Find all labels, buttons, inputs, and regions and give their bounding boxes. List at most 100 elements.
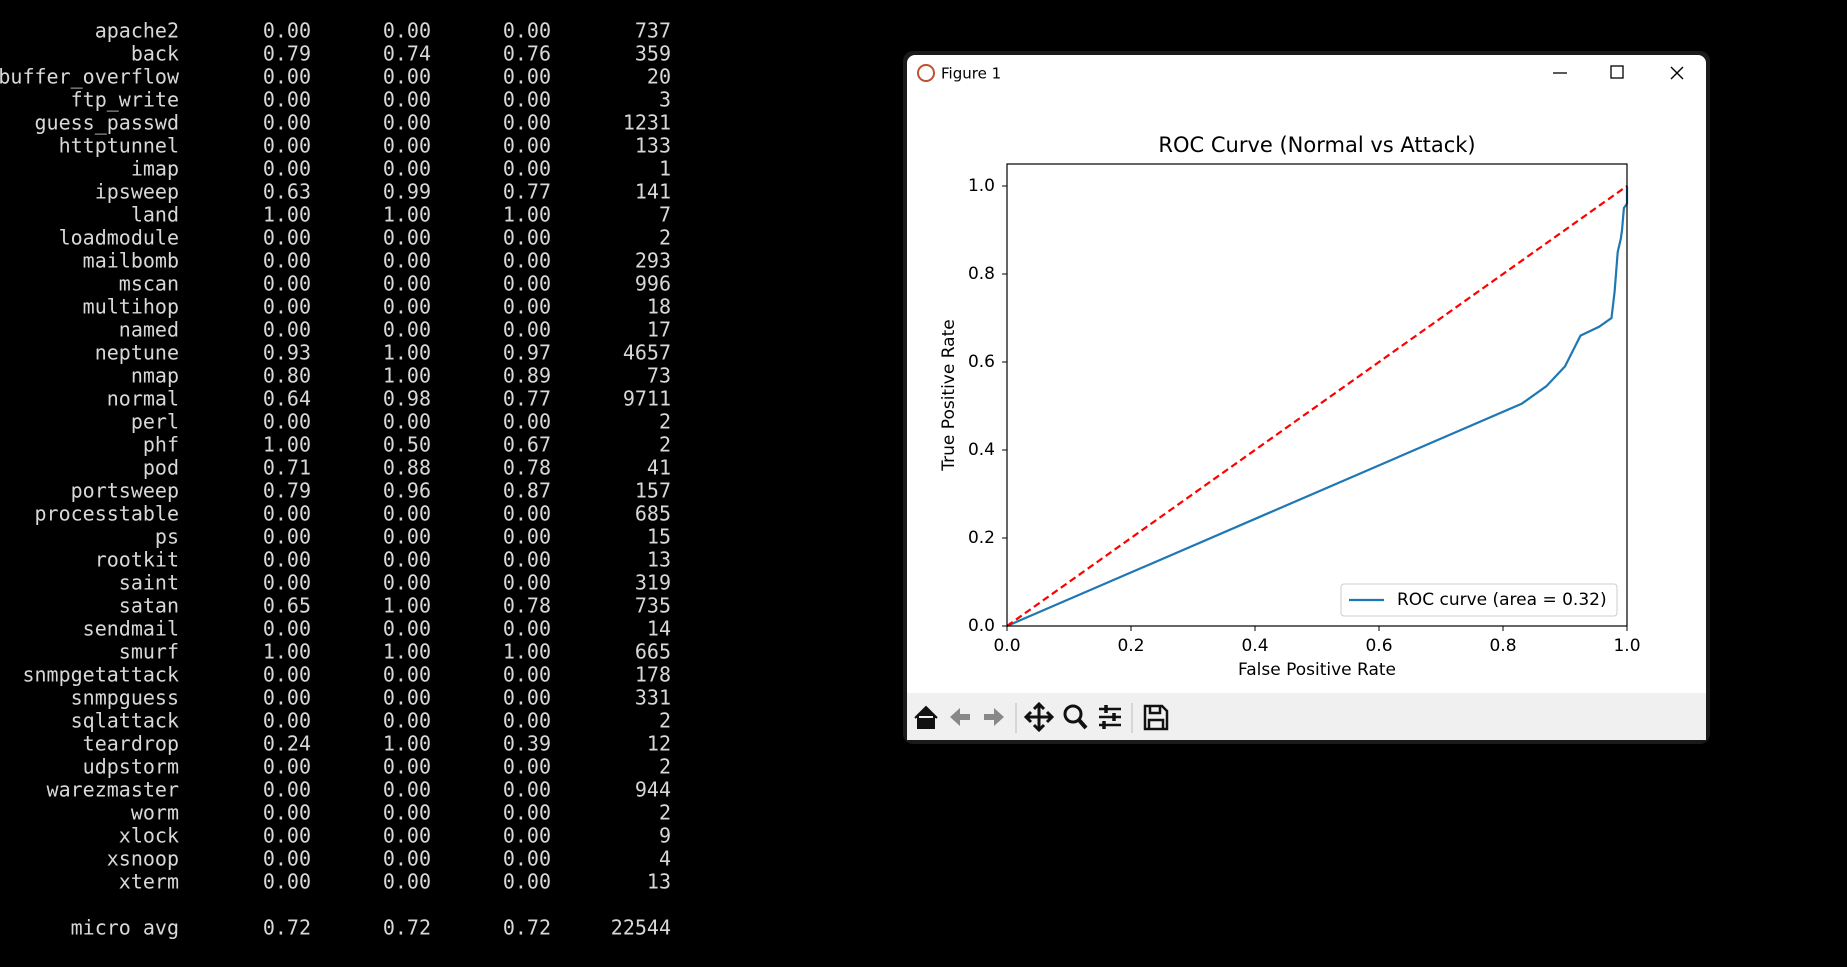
- save-button[interactable]: [1143, 704, 1169, 731]
- report-cell: 331: [635, 685, 671, 709]
- report-cell: 293: [635, 248, 671, 272]
- report-cell: 0.00: [263, 708, 311, 732]
- report-cell: 0.00: [503, 685, 551, 709]
- report-cell: 0.00: [383, 524, 431, 548]
- report-cell: 0.00: [383, 547, 431, 571]
- report-label: ftp_write: [71, 87, 179, 111]
- report-cell: 0.00: [503, 294, 551, 318]
- report-cell: 0.00: [503, 754, 551, 778]
- report-label: multihop: [83, 294, 179, 318]
- report-cell: 0.64: [263, 386, 311, 410]
- x-tick-label: 0.4: [1241, 636, 1268, 656]
- report-cell: 0.00: [503, 156, 551, 180]
- report-cell: 0.79: [263, 478, 311, 502]
- report-label: ps: [155, 524, 179, 548]
- report-label: apache2: [95, 18, 179, 42]
- report-label: neptune: [95, 340, 179, 364]
- report-cell: 0.00: [503, 547, 551, 571]
- report-label: warezmaster: [47, 777, 179, 801]
- report-cell: 0.00: [263, 685, 311, 709]
- zoom-button[interactable]: [1063, 704, 1083, 724]
- report-cell: 0.00: [503, 110, 551, 134]
- report-cell: 0.00: [263, 64, 311, 88]
- x-tick-label: 0.8: [1489, 636, 1516, 656]
- report-cell: 0.00: [383, 869, 431, 893]
- configure-knobs: [1102, 705, 1116, 729]
- report-cell: 0.00: [263, 524, 311, 548]
- x-tick-label: 1.0: [1613, 636, 1640, 656]
- report-cell: 0.74: [383, 41, 431, 65]
- report-cell: 0.00: [383, 409, 431, 433]
- report-cell: 1.00: [263, 202, 311, 226]
- roc-line: [1006, 186, 1629, 628]
- report-label: land: [131, 202, 179, 226]
- report-cell: 0.99: [383, 179, 431, 203]
- report-label: guess_passwd: [35, 110, 180, 134]
- back-button[interactable]: [950, 708, 970, 726]
- report-cell: 1.00: [263, 432, 311, 456]
- report-cell: 0.00: [383, 708, 431, 732]
- report-cell: 0.00: [503, 18, 551, 42]
- report-cell: 0.00: [263, 754, 311, 778]
- report-cell: 0.72: [383, 915, 431, 939]
- report-cell: 0.39: [503, 731, 551, 755]
- report-cell: 0.00: [263, 616, 311, 640]
- forward-button[interactable]: [984, 708, 1004, 726]
- report-cell: 1231: [623, 110, 671, 134]
- report-label: micro avg: [71, 915, 179, 939]
- report-cell: 0.00: [503, 64, 551, 88]
- report-cell: 20: [647, 64, 671, 88]
- report-cell: 0.00: [503, 133, 551, 157]
- report-cell: 178: [635, 662, 671, 686]
- report-cell: 0.00: [263, 823, 311, 847]
- report-label: httptunnel: [59, 133, 179, 157]
- report-cell: 0.78: [503, 455, 551, 479]
- pan-button[interactable]: [1023, 701, 1055, 733]
- report-cell: 0.00: [503, 616, 551, 640]
- report-cell: 0.65: [263, 593, 311, 617]
- report-cell: 13: [647, 547, 671, 571]
- report-cell: 0.93: [263, 340, 311, 364]
- report-cell: 737: [635, 18, 671, 42]
- report-cell: 2: [659, 754, 671, 778]
- report-cell: 0.00: [503, 800, 551, 824]
- figure-window: Figure 1: [903, 51, 1710, 744]
- report-cell: 0.00: [383, 823, 431, 847]
- x-tick-label: 0.6: [1365, 636, 1392, 656]
- report-cell: 0.67: [503, 432, 551, 456]
- window-frame: [907, 55, 1706, 740]
- y-axis-label: True Positive Rate: [939, 319, 959, 471]
- y-tick-label: 0.8: [968, 264, 995, 284]
- plot: ROC Curve (Normal vs Attack) 0.0 0.2 0.4 0.6…: [939, 133, 1641, 680]
- report-cell: 0.00: [503, 823, 551, 847]
- close-button[interactable]: [1670, 66, 1684, 80]
- report-cell: 0.00: [503, 87, 551, 111]
- report-cell: 0.00: [383, 271, 431, 295]
- maximize-button[interactable]: [1610, 65, 1624, 79]
- report-cell: 41: [647, 455, 671, 479]
- report-cell: 4: [659, 846, 671, 870]
- report-cell: 0.00: [383, 18, 431, 42]
- report-cell: 0.00: [383, 133, 431, 157]
- report-cell: 0.79: [263, 41, 311, 65]
- report-cell: 0.00: [383, 501, 431, 525]
- window-title: Figure 1: [941, 65, 1001, 83]
- report-cell: 0.00: [383, 64, 431, 88]
- report-label: named: [119, 317, 179, 341]
- x-axis-label: False Positive Rate: [1238, 660, 1396, 680]
- y-tick-label: 0.2: [968, 528, 995, 548]
- home-button[interactable]: [914, 705, 938, 729]
- report-label: processtable: [35, 501, 180, 525]
- report-cell: 0.00: [383, 570, 431, 594]
- report-cell: 157: [635, 478, 671, 502]
- report-cell: 0.00: [263, 317, 311, 341]
- y-tick-label: 1.0: [968, 176, 995, 196]
- report-cell: 0.00: [503, 524, 551, 548]
- report-cell: 1.00: [383, 202, 431, 226]
- report-cell: 141: [635, 179, 671, 203]
- y-tick-label: 0.4: [968, 440, 995, 460]
- report-cell: 2: [659, 708, 671, 732]
- report-cell: 17: [647, 317, 671, 341]
